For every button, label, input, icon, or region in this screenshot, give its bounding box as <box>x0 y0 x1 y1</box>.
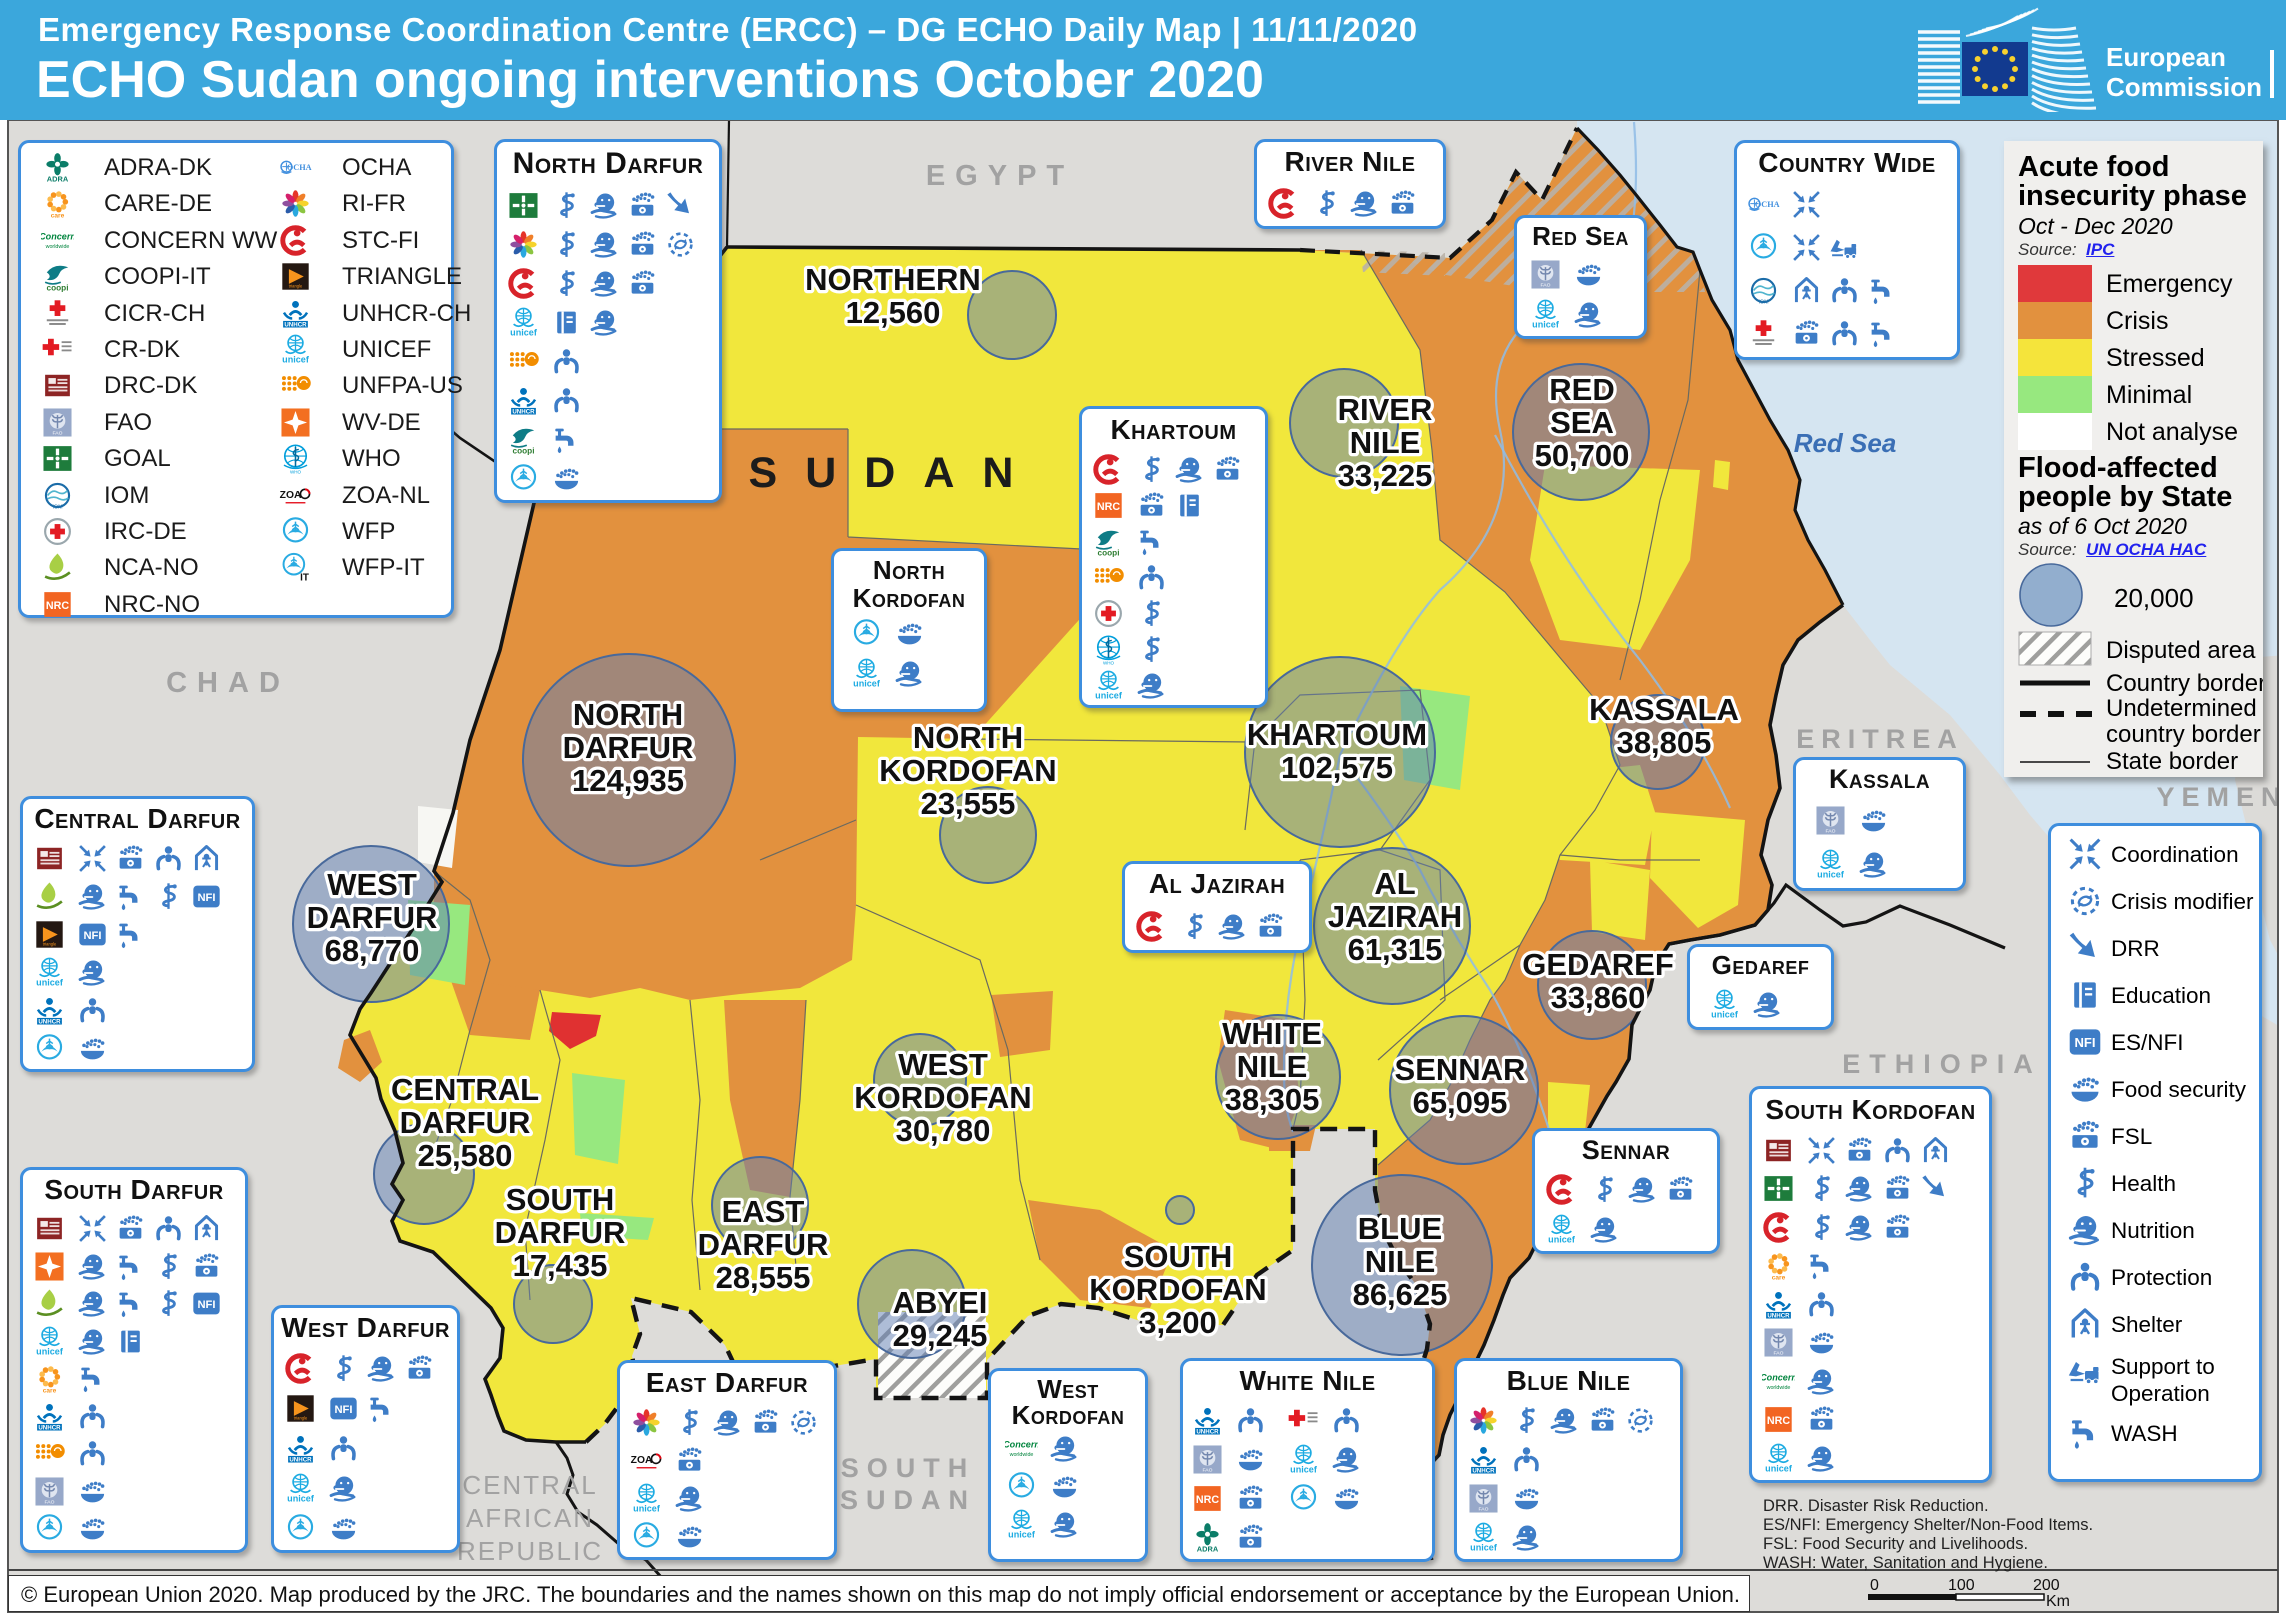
svg-text:100: 100 <box>1948 1577 1975 1594</box>
svg-text:EAST: EAST <box>722 1194 805 1229</box>
svg-text:SUDAN: SUDAN <box>749 449 1042 497</box>
svg-text:ETHIOPIA: ETHIOPIA <box>1842 1049 2042 1079</box>
svg-text:JAZIRAH: JAZIRAH <box>1328 899 1462 934</box>
svg-text:WEST: WEST <box>898 1047 988 1082</box>
svg-text:65,095: 65,095 <box>1413 1085 1508 1120</box>
svg-text:Km: Km <box>2046 1593 2070 1610</box>
svg-text:AL: AL <box>1374 866 1415 901</box>
svg-text:61,315: 61,315 <box>1348 932 1443 967</box>
svg-text:NORTHERN: NORTHERN <box>805 262 981 297</box>
svg-text:ABYEI: ABYEI <box>893 1285 988 1320</box>
svg-text:EGYPT: EGYPT <box>926 160 1074 192</box>
svg-text:NILE: NILE <box>1237 1049 1308 1084</box>
svg-text:12,560: 12,560 <box>846 295 941 330</box>
svg-text:3,200: 3,200 <box>1139 1305 1217 1340</box>
svg-text:102,575: 102,575 <box>1281 750 1393 785</box>
svg-text:50,700: 50,700 <box>1535 438 1630 473</box>
svg-text:RIVER: RIVER <box>1338 392 1433 427</box>
svg-text:REPUBLIC: REPUBLIC <box>457 1536 603 1566</box>
svg-text:DARFUR: DARFUR <box>698 1227 829 1262</box>
svg-text:DARFUR: DARFUR <box>400 1105 531 1140</box>
svg-text:0: 0 <box>1870 1577 1879 1594</box>
svg-text:SOUTH: SOUTH <box>1124 1239 1233 1274</box>
svg-text:NORTH: NORTH <box>573 697 683 732</box>
svg-text:YEMEN: YEMEN <box>2156 782 2286 812</box>
svg-text:38,805: 38,805 <box>1617 725 1712 760</box>
svg-text:Commission: Commission <box>2106 72 2262 102</box>
svg-text:KORDOFAN: KORDOFAN <box>1089 1272 1266 1307</box>
svg-text:86,625: 86,625 <box>1353 1277 1448 1312</box>
svg-text:NILE: NILE <box>1350 425 1421 460</box>
svg-text:GEDAREF: GEDAREF <box>1522 947 1674 982</box>
svg-text:124,935: 124,935 <box>572 763 684 798</box>
svg-text:DARFUR: DARFUR <box>307 900 438 935</box>
svg-text:CENTRAL: CENTRAL <box>462 1470 597 1500</box>
svg-text:BLUE: BLUE <box>1358 1211 1442 1246</box>
svg-text:68,770: 68,770 <box>325 933 420 968</box>
svg-text:AFRICAN: AFRICAN <box>466 1503 594 1533</box>
svg-text:200: 200 <box>2033 1577 2060 1594</box>
svg-text:KASSALA: KASSALA <box>1589 692 1739 727</box>
svg-text:KORDOFAN: KORDOFAN <box>854 1080 1031 1115</box>
svg-text:DARFUR: DARFUR <box>563 730 694 765</box>
svg-text:Red Sea: Red Sea <box>1794 428 1897 458</box>
svg-text:28,555: 28,555 <box>716 1260 811 1295</box>
svg-text:SOUTH: SOUTH <box>506 1182 615 1217</box>
svg-text:38,305: 38,305 <box>1225 1082 1320 1117</box>
svg-text:RED: RED <box>1549 372 1614 407</box>
svg-text:SOUTH: SOUTH <box>841 1453 976 1483</box>
svg-text:SENNAR: SENNAR <box>1395 1052 1526 1087</box>
svg-text:33,860: 33,860 <box>1551 980 1646 1015</box>
svg-text:25,580: 25,580 <box>418 1138 513 1173</box>
svg-text:WHITE: WHITE <box>1222 1016 1322 1051</box>
svg-text:NILE: NILE <box>1365 1244 1436 1279</box>
svg-text:CENTRAL: CENTRAL <box>391 1072 539 1107</box>
svg-text:KORDOFAN: KORDOFAN <box>879 753 1056 788</box>
svg-text:CHAD: CHAD <box>166 667 290 699</box>
svg-text:NORTH: NORTH <box>913 720 1023 755</box>
svg-text:DARFUR: DARFUR <box>495 1215 626 1250</box>
svg-text:KHARTOUM: KHARTOUM <box>1247 717 1427 752</box>
svg-text:29,245: 29,245 <box>893 1318 988 1353</box>
svg-text:33,225: 33,225 <box>1338 458 1433 493</box>
svg-text:23,555: 23,555 <box>921 786 1016 821</box>
svg-text:ERITREA: ERITREA <box>1796 724 1964 754</box>
svg-text:SUDAN: SUDAN <box>840 1485 976 1515</box>
svg-text:WEST: WEST <box>327 867 417 902</box>
svg-text:European: European <box>2106 42 2226 72</box>
svg-text:17,435: 17,435 <box>513 1248 608 1283</box>
svg-text:30,780: 30,780 <box>896 1113 991 1148</box>
svg-text:SEA: SEA <box>1550 405 1614 440</box>
